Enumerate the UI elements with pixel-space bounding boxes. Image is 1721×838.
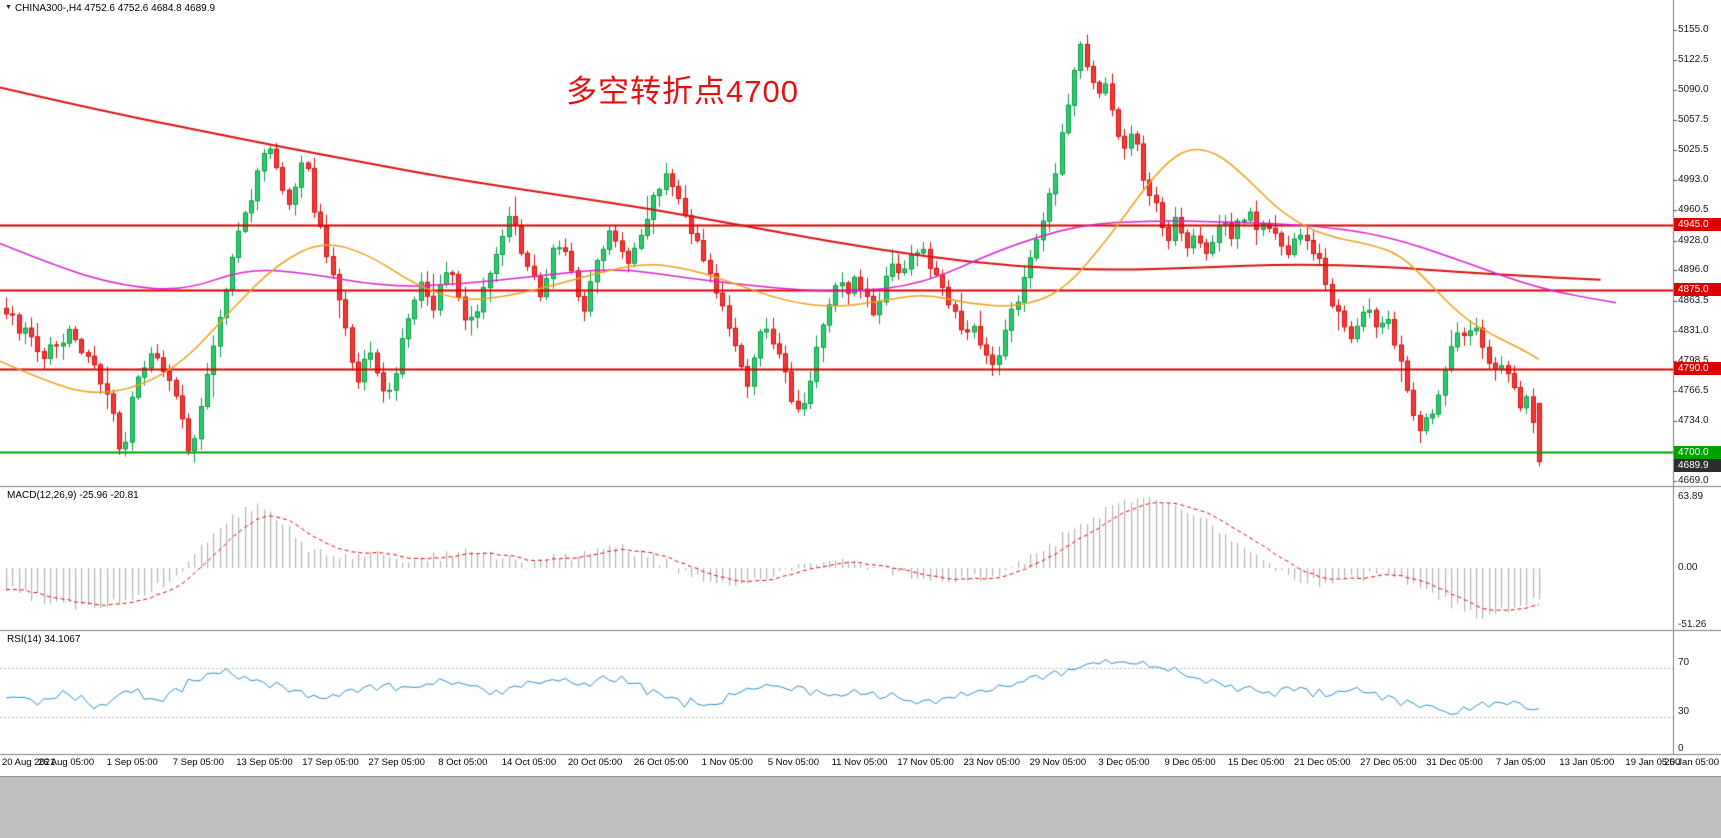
price-axis-label: 4669.0	[1678, 475, 1709, 486]
time-axis-label: 25 Jan 05:00	[1664, 757, 1719, 768]
chart-annotation: 多空转折点4700	[566, 74, 799, 109]
macd-axis-label: -51.26	[1678, 618, 1707, 630]
time-axis-label: 17 Nov 05:00	[897, 757, 954, 768]
price-axis-label: 4766.5	[1678, 384, 1709, 396]
rsi-axis-label: 30	[1678, 706, 1690, 718]
rsi-axis-label: 0	[1678, 743, 1684, 754]
time-axis-label: 13 Jan 05:00	[1559, 757, 1615, 768]
price-axis-label: 4960.5	[1678, 204, 1709, 216]
bottom-scrollbar-strip[interactable]	[0, 776, 1721, 838]
time-axis-label: 15 Dec 05:00	[1227, 757, 1285, 768]
price-axis-label: 4863.5	[1678, 294, 1709, 306]
macd-axis-label: 63.89	[1678, 491, 1704, 503]
price-level-tag: 4700.0	[1674, 445, 1721, 459]
chart-canvas[interactable]	[0, 0, 1721, 776]
price-axis-label: 5090.0	[1678, 84, 1709, 96]
price-axis-label: 4798.5	[1678, 354, 1709, 366]
time-axis-label: 3 Dec 05:00	[1098, 757, 1150, 768]
time-axis-label: 11 Nov 05:00	[831, 757, 888, 768]
time-axis-label: 14 Oct 05:00	[501, 757, 557, 768]
time-axis-label: 1 Nov 05:00	[701, 757, 753, 768]
price-level-tag: 4790.0	[1674, 362, 1721, 376]
price-level-tag: 4945.0	[1674, 218, 1721, 232]
price-axis-label: 5155.0	[1678, 24, 1709, 35]
price-axis-label: 5122.5	[1678, 54, 1709, 66]
price-axis-label: 5025.5	[1678, 144, 1709, 156]
price-axis-label: 4993.0	[1678, 174, 1709, 186]
time-axis-label: 13 Sep 05:00	[236, 757, 293, 768]
time-axis-label: 17 Sep 05:00	[302, 757, 359, 768]
time-axis-label: 31 Dec 05:00	[1426, 757, 1483, 768]
time-axis-label: 7 Jan 05:00	[1495, 757, 1546, 768]
price-axis-label: 4831.0	[1678, 324, 1709, 336]
symbol-dropdown-icon[interactable]: ▼	[5, 4, 12, 11]
time-axis-label: 8 Oct 05:00	[438, 757, 488, 768]
rsi-axis-label: 70	[1678, 656, 1690, 668]
time-axis-label: 27 Sep 05:00	[368, 757, 425, 768]
price-axis-label: 4734.0	[1678, 414, 1709, 426]
time-axis-label: 29 Nov 05:00	[1029, 757, 1087, 768]
price-axis-label: 4928.0	[1678, 234, 1709, 246]
time-axis-label: 9 Dec 05:00	[1164, 757, 1216, 768]
time-axis-label: 19 Jan 05:00	[1625, 757, 1681, 768]
macd-indicator-label: MACD(12,26,9) -25.96 -20.81	[7, 490, 139, 501]
symbol-title-text: CHINA300-,H4 4752.6 4752.6 4684.8 4689.9	[14, 3, 216, 14]
time-axis-label: 23 Nov 05:00	[963, 757, 1020, 768]
time-axis-label: 20 Oct 05:00	[567, 757, 623, 768]
time-axis-label: 7 Sep 05:00	[172, 757, 224, 768]
current-price-tag: 4689.9	[1674, 458, 1721, 472]
time-axis-label: 5 Nov 05:00	[767, 757, 819, 768]
time-axis-label: 21 Dec 05:00	[1294, 757, 1351, 768]
price-axis-label: 5057.5	[1678, 114, 1709, 126]
time-axis-label: 20 Aug 2021	[2, 757, 56, 768]
macd-axis-label: 0.00	[1678, 562, 1698, 573]
price-level-tag: 4875.0	[1674, 283, 1721, 297]
time-axis-label: 27 Dec 05:00	[1360, 757, 1417, 768]
symbol-title: ▼ CHINA300-,H4 4752.6 4752.6 4684.8 4689.…	[5, 3, 215, 14]
price-axis-label: 4896.0	[1678, 264, 1709, 276]
time-axis-label: 26 Oct 05:00	[633, 757, 689, 768]
time-axis-label: 1 Sep 05:00	[106, 757, 158, 768]
rsi-indicator-label: RSI(14) 34.1067	[7, 634, 81, 645]
time-axis-label: 26 Aug 05:00	[38, 757, 95, 768]
